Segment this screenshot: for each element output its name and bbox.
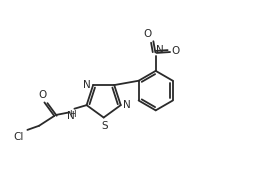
Text: N: N bbox=[68, 111, 75, 121]
Text: O: O bbox=[39, 90, 47, 100]
Text: O: O bbox=[144, 29, 152, 39]
Text: Cl: Cl bbox=[13, 132, 24, 142]
Text: N: N bbox=[156, 45, 164, 55]
Text: N: N bbox=[123, 100, 131, 110]
Text: O: O bbox=[172, 46, 180, 56]
Text: H: H bbox=[69, 110, 75, 119]
Text: N: N bbox=[83, 80, 90, 90]
Text: S: S bbox=[101, 122, 108, 132]
